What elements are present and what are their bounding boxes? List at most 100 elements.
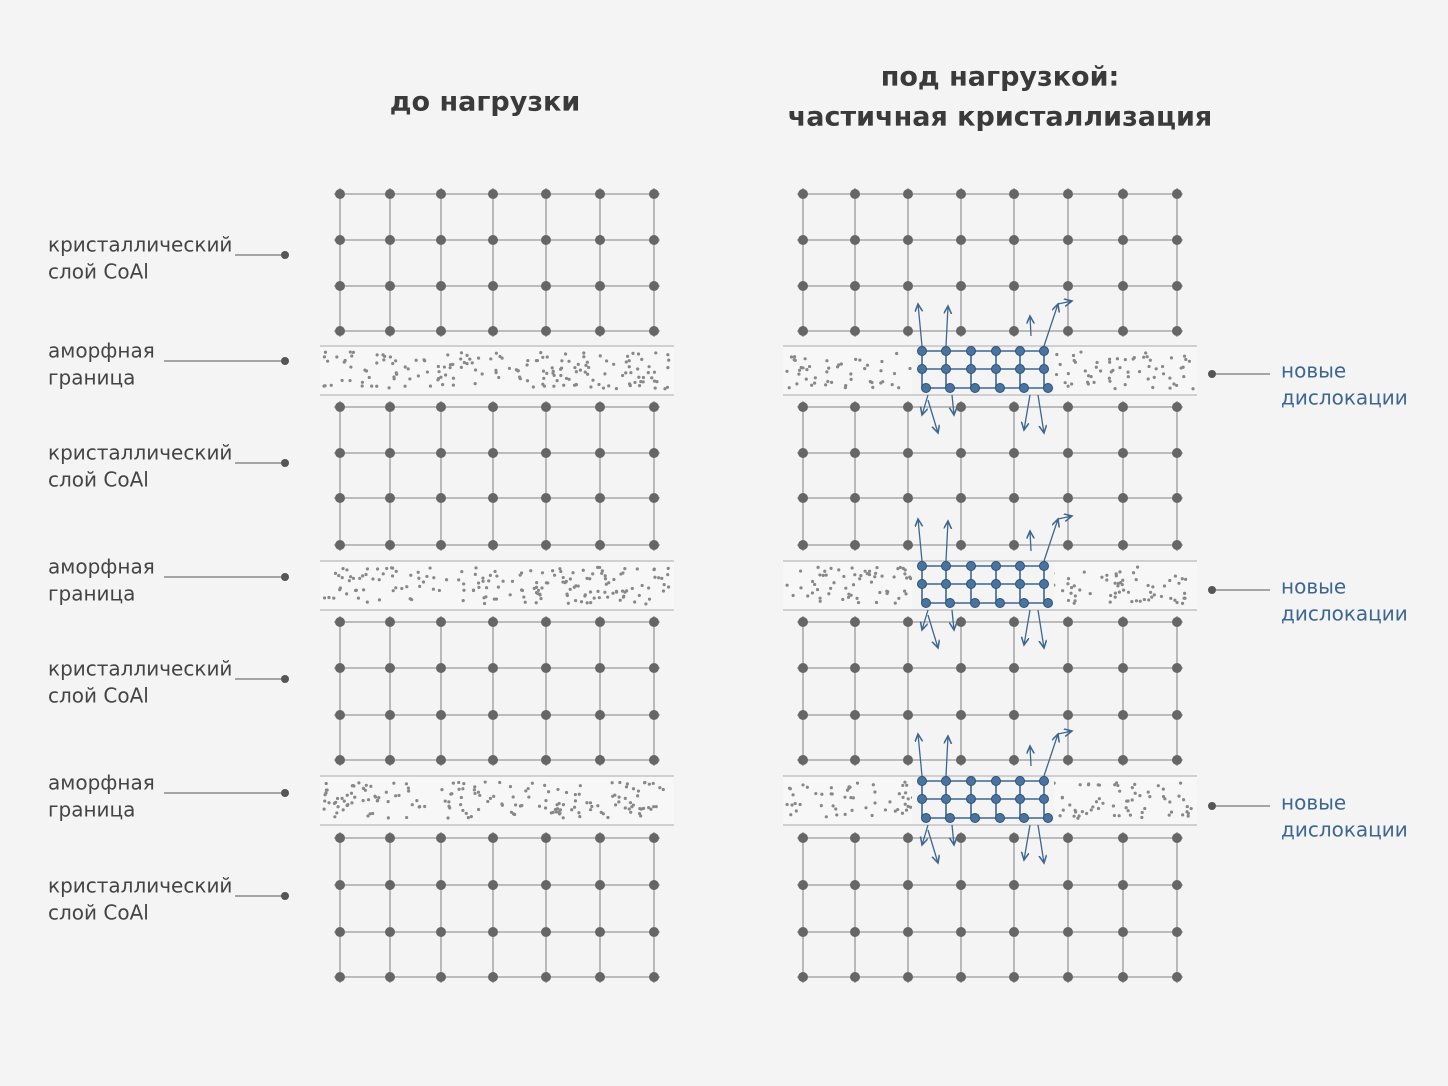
amorphous-dot [787,386,791,390]
amorphous-dot [385,566,389,571]
atom [903,927,913,937]
amorphous-dot [1114,781,1119,785]
amorphous-dot [1142,597,1146,602]
amorphous-dot [476,790,481,794]
atom [1063,880,1073,890]
amorphous-dot [868,379,872,384]
amorphous-dot [600,569,605,573]
amorphous-dot [610,781,614,785]
amorphous-dot [637,812,642,816]
amorphous-dot [348,378,352,383]
amorphous-dot [377,598,382,602]
atom [385,833,395,843]
amorphous-dot [349,791,354,795]
amorphous-dot [1154,367,1158,371]
amorphous-dot [892,371,897,376]
amorphous-dot [588,801,593,805]
dislocation-arrow [927,399,938,433]
amorphous-dot [457,780,461,785]
amorphous-dot [461,808,465,813]
amorphous-dot [873,790,877,794]
amorphous-dot [855,781,860,785]
amorphous-dot [340,576,344,580]
amorphous-dot [1066,372,1070,376]
atom [649,927,659,937]
amorphous-dot [498,354,502,359]
layer-label: аморфная [48,771,155,795]
layer-label: кристаллический [48,233,232,257]
amorphous-dot [350,801,354,805]
atom [850,402,860,412]
amorphous-dot [414,358,418,362]
amorphous-dot [636,352,641,356]
amorphous-dot [361,574,365,578]
atom [488,880,498,890]
amorphous-dot [816,565,820,569]
amorphous-dot [843,795,847,799]
amorphous-dot [637,375,641,379]
amorphous-dot [473,368,478,372]
blue-atom [941,561,951,571]
atom [385,326,395,336]
amorphous-dot [843,386,847,390]
amorphous-dot [545,371,549,375]
atom [1063,617,1073,627]
amorphous-dot [597,596,601,600]
amorphous-dot [1085,811,1089,816]
amorphous-dot [585,576,589,580]
dislocation-arrow [922,609,929,630]
amorphous-dot [397,793,401,798]
amorphous-dot [451,781,455,785]
amorphous-dot [540,571,545,575]
amorphous-dot [327,801,331,805]
amorphous-dot [1100,575,1104,579]
atom [798,755,808,765]
amorphous-dot [627,382,632,386]
amorphous-dot [1077,814,1081,818]
atom [541,755,551,765]
atom [956,326,966,336]
atom [335,281,345,291]
amorphous-dot [1069,585,1074,590]
amorphous-dot [661,589,666,593]
amorphous-dot [893,601,897,605]
blue-atom [941,794,951,804]
amorphous-dot [1089,375,1093,379]
atom [850,833,860,843]
dislocation-arrow [1043,519,1058,562]
atom [335,402,345,412]
amorphous-dot [544,581,549,585]
amorphous-dot [799,586,803,590]
atom [385,281,395,291]
layer-label: слой CoAl [48,260,149,284]
amorphous-dot [459,803,463,807]
atom [1063,927,1073,937]
blue-atom [1019,383,1029,393]
amorphous-dot [1096,783,1100,787]
atom [385,617,395,627]
atom [1009,540,1019,550]
atom [488,189,498,199]
atom [1063,235,1073,245]
amorphous-dot [1182,374,1186,379]
amorphous-dot [641,380,645,384]
amorphous-dot [586,372,590,376]
atom [956,617,966,627]
amorphous-dot [347,579,351,583]
atom [850,326,860,336]
atom [595,755,605,765]
atom [1063,281,1073,291]
amorphous-dot [1086,374,1091,378]
amorphous-dot [1071,353,1076,358]
amorphous-dot [409,573,413,577]
amorphous-dot [526,358,530,363]
amorphous-dot [1124,806,1128,810]
amorphous-dot [406,786,411,790]
amorphous-dot [392,781,396,785]
amorphous-dot [337,573,341,578]
atom [436,755,446,765]
amorphous-dot [564,790,569,795]
dislocation-arrow [1037,394,1044,433]
atom [1009,710,1019,720]
amorphous-dot [341,808,345,812]
